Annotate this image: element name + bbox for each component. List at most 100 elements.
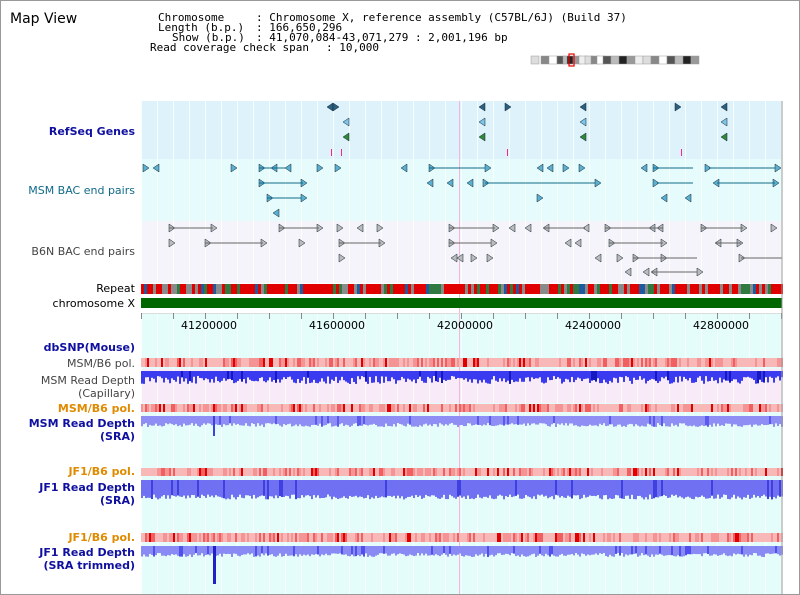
polymorphism-cell bbox=[655, 533, 657, 542]
depth-bar bbox=[443, 480, 445, 495]
depth-bar bbox=[227, 480, 229, 499]
polymorphism-cell bbox=[237, 358, 239, 367]
axis-tick-label: 42800000 bbox=[693, 319, 749, 332]
polymorphism-cell bbox=[273, 468, 275, 476]
feature-arrow bbox=[486, 253, 494, 263]
track-label-refseq[interactable]: RefSeq Genes bbox=[48, 125, 135, 138]
depth-bar bbox=[457, 480, 459, 497]
repeat-element bbox=[633, 284, 636, 294]
depth-bar bbox=[501, 416, 503, 425]
polymorphism-cell bbox=[419, 358, 421, 367]
depth-bar bbox=[513, 371, 515, 383]
track-label-msm-bac[interactable]: MSM BAC end pairs bbox=[28, 184, 135, 197]
depth-bar bbox=[155, 416, 157, 424]
polymorphism-cell bbox=[587, 533, 589, 542]
polymorphism-cell bbox=[561, 533, 563, 542]
depth-bar bbox=[373, 546, 375, 557]
polymorphism-cell bbox=[165, 468, 167, 476]
polymorphism-cell bbox=[507, 468, 509, 476]
polymorphism-cell bbox=[265, 468, 267, 476]
depth-bar bbox=[631, 480, 633, 495]
depth-bar bbox=[661, 480, 663, 497]
polymorphism-cell bbox=[293, 468, 295, 476]
depth-bar bbox=[423, 371, 425, 383]
depth-bar bbox=[753, 371, 755, 381]
polymorphism-cell bbox=[585, 533, 587, 542]
polymorphism-cell bbox=[413, 404, 415, 412]
polymorphism-cell bbox=[497, 358, 499, 367]
polymorphism-cell bbox=[627, 404, 629, 412]
depth-bar bbox=[621, 480, 623, 499]
depth-bar bbox=[777, 546, 779, 555]
track-label-b6n-bac[interactable]: B6N BAC end pairs bbox=[31, 245, 135, 258]
depth-bar bbox=[293, 480, 295, 495]
depth-bar bbox=[145, 371, 147, 378]
repeat-element bbox=[663, 284, 666, 294]
feature-arrow bbox=[720, 117, 728, 127]
depth-bar bbox=[261, 546, 263, 554]
depth-bar bbox=[673, 480, 675, 496]
polymorphism-cell bbox=[529, 468, 531, 476]
depth-bar bbox=[583, 546, 585, 555]
polymorphism-cell bbox=[329, 468, 331, 476]
polymorphism-cell bbox=[601, 358, 603, 367]
polymorphism-cell bbox=[543, 468, 545, 476]
polymorphism-cell bbox=[703, 533, 705, 542]
polymorphism-cell bbox=[751, 404, 753, 412]
polymorphism-cell bbox=[395, 404, 397, 412]
polymorphism-cell bbox=[391, 358, 393, 367]
polymorphism-cell bbox=[387, 533, 389, 542]
polymorphism-cell bbox=[627, 468, 629, 476]
depth-bar bbox=[727, 416, 729, 424]
depth-bar bbox=[157, 546, 159, 554]
repeat-element bbox=[417, 284, 420, 294]
depth-bar bbox=[699, 371, 701, 377]
repeat-element bbox=[672, 284, 675, 294]
polymorphism-cell bbox=[381, 358, 383, 367]
depth-bar bbox=[377, 480, 379, 499]
polymorphism-cell bbox=[279, 358, 281, 367]
track-label-dbsnp[interactable]: dbSNP(Mouse) bbox=[43, 341, 135, 354]
repeat-element bbox=[666, 284, 669, 294]
depth-bar bbox=[467, 371, 469, 382]
polymorphism-cell bbox=[367, 533, 369, 542]
track-label-jf1-depth-trim: JF1 Read Depth bbox=[39, 546, 135, 559]
polymorphism-cell bbox=[349, 468, 351, 476]
depth-bar bbox=[765, 371, 767, 378]
polymorphism-cell bbox=[551, 358, 553, 367]
polymorphism-cell bbox=[171, 533, 173, 542]
depth-bar bbox=[389, 480, 391, 496]
feature-arrow bbox=[564, 238, 572, 248]
depth-bar bbox=[187, 416, 189, 426]
polymorphism-cell bbox=[503, 404, 505, 412]
depth-bar bbox=[555, 546, 557, 557]
depth-bar bbox=[565, 546, 567, 556]
depth-bar bbox=[693, 416, 695, 426]
polymorphism-cell bbox=[283, 533, 285, 542]
polymorphism-cell bbox=[513, 468, 515, 476]
depth-bar bbox=[409, 416, 411, 425]
depth-bar bbox=[641, 371, 643, 380]
polymorphism-cell bbox=[227, 468, 229, 476]
chromosome-value: : Chromosome X, reference assembly (C57B… bbox=[256, 11, 627, 24]
depth-bar bbox=[335, 546, 337, 554]
repeat-element bbox=[489, 284, 492, 294]
polymorphism-cell bbox=[631, 404, 633, 412]
depth-bar bbox=[433, 371, 435, 377]
repeat-element bbox=[414, 284, 417, 294]
feature-arrow bbox=[578, 163, 586, 173]
depth-bar bbox=[237, 371, 239, 381]
polymorphism-cell bbox=[285, 468, 287, 476]
depth-bar bbox=[569, 480, 571, 497]
depth-bar bbox=[169, 416, 171, 424]
polymorphism-cell bbox=[485, 404, 487, 412]
repeat-element bbox=[327, 284, 330, 294]
polymorphism-cell bbox=[441, 533, 443, 542]
depth-bar bbox=[751, 416, 753, 427]
depth-bar bbox=[231, 480, 233, 495]
depth-bar bbox=[339, 371, 341, 381]
depth-bar bbox=[443, 416, 445, 426]
depth-bar bbox=[705, 546, 707, 554]
polymorphism-cell bbox=[189, 404, 191, 412]
